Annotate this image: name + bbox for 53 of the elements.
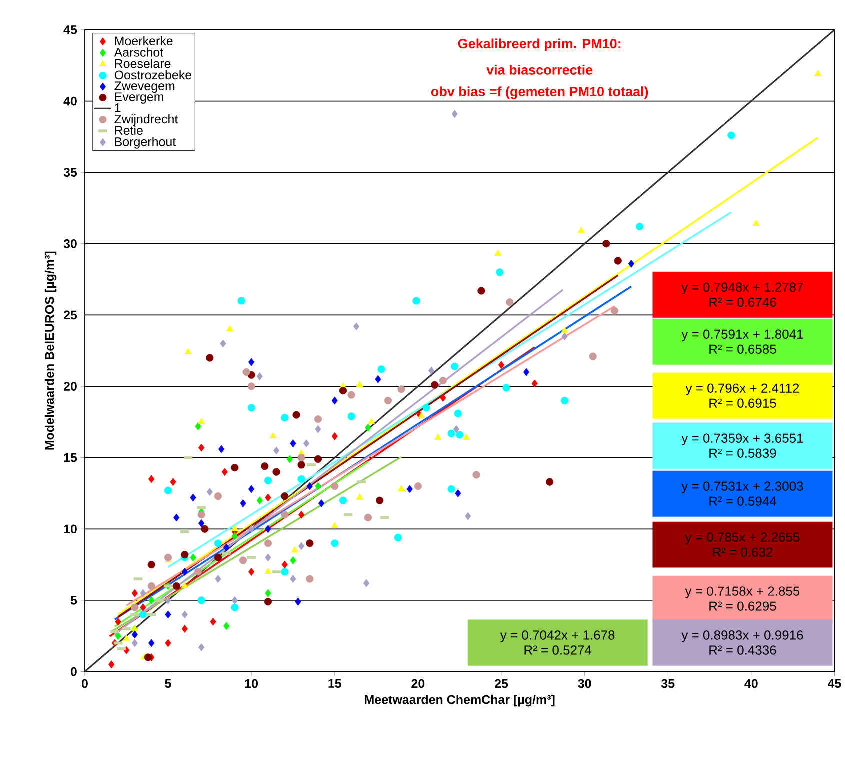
x-tick-label: 40	[744, 679, 758, 688]
annotation: y = 0.7158x + 2.855	[685, 586, 800, 599]
annotation: R² = 0.6915	[710, 398, 776, 408]
x-tick-label: 10	[245, 679, 258, 688]
annotation: y = 0.7531x + 2.3003	[682, 482, 804, 494]
annotation: R² = 0.5274	[524, 646, 592, 656]
legend-label: Retie	[115, 126, 143, 136]
annotation: y = 0.7948x + 1.2787	[682, 282, 804, 295]
legend-label: Zwevegem	[114, 82, 175, 94]
legend-label: Evergem	[115, 92, 164, 104]
x-axis-title: Meetwaarden ChemChar [µg/m³]	[365, 695, 555, 707]
x-tick-label: 5	[165, 679, 172, 688]
y-tick-label: 5	[70, 596, 78, 605]
annotation: obv bias =f (gemeten PM10 totaal)	[431, 86, 648, 100]
y-tick-label: 35	[64, 168, 78, 178]
annotation: R² = 0.632	[713, 548, 773, 558]
annotation: Gekalibreerd prim. PM10:	[458, 38, 621, 52]
annotation: y = 0.796x + 2.4112	[686, 384, 800, 396]
legend-label: 1	[115, 104, 121, 112]
x-tick-label: 15	[328, 679, 342, 688]
y-tick-label: 0	[70, 668, 77, 676]
y-tick-label: 30	[64, 240, 77, 248]
annotation: y = 0.8983x + 0.9916	[682, 630, 804, 643]
annotation: y = 0.785x + 2.2655	[685, 532, 800, 545]
annotation: y = 0.7359x + 3.6551	[682, 434, 804, 446]
annotation: y = 0.7042x + 1.678	[500, 630, 615, 643]
legend-label: Zwijndrecht	[114, 114, 178, 126]
y-tick-label: 40	[64, 97, 77, 106]
annotation: R² = 0.4336	[710, 646, 776, 656]
x-tick-label: 25	[494, 679, 508, 688]
x-tick-label: 20	[412, 679, 425, 688]
y-tick-label: 15	[64, 454, 78, 462]
annotation: R² = 0.6295	[710, 602, 776, 612]
x-tick-label: 30	[578, 679, 592, 688]
y-tick-label: 20	[64, 382, 77, 392]
annotation: via biascorrectie	[486, 65, 593, 76]
legend-label: Moerkerke	[115, 36, 173, 46]
y-tick-label: 25	[64, 310, 78, 320]
annotation: R² = 0.5944	[710, 496, 776, 506]
x-tick-label: 0	[82, 679, 88, 688]
y-axis-title: Modelwaarden BelEUROS [µg/m³]	[44, 252, 57, 450]
x-tick-label: 35	[661, 679, 675, 688]
x-tick-label: 45	[828, 679, 842, 688]
y-tick-label: 10	[64, 524, 77, 534]
legend-label: Borgerhout	[115, 137, 176, 149]
annotation: y = 0.7591x + 1.8041	[682, 330, 804, 342]
annotation: R² = 0.6585	[710, 344, 776, 354]
annotation: R² = 0.6746	[710, 298, 776, 308]
annotation: R² = 0.5839	[710, 448, 776, 458]
y-tick-label: 45	[64, 26, 78, 34]
legend-label: Roeselare	[115, 59, 171, 68]
legend-label: Aarschot	[114, 48, 164, 58]
legend-label: Oostrozebeke	[114, 70, 192, 80]
